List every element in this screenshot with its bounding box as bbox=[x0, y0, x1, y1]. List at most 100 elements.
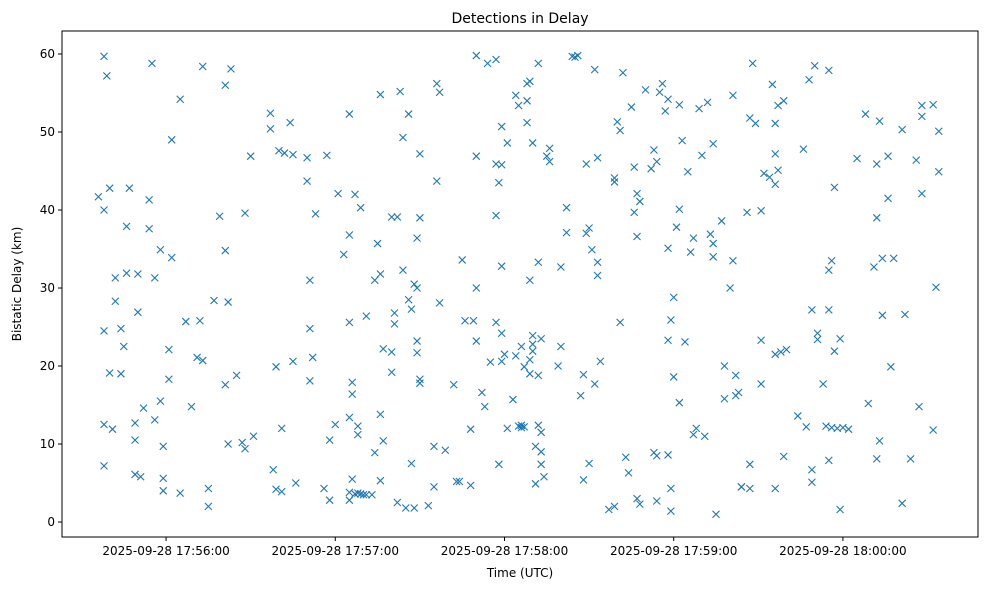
data-point bbox=[325, 436, 334, 445]
data-point bbox=[492, 55, 500, 64]
data-point bbox=[272, 485, 280, 494]
data-point bbox=[720, 394, 729, 403]
data-point bbox=[537, 428, 546, 437]
data-point bbox=[102, 71, 111, 80]
data-point bbox=[808, 465, 816, 474]
data-point bbox=[511, 91, 520, 100]
data-point bbox=[167, 135, 176, 144]
data-point bbox=[399, 266, 407, 274]
data-point bbox=[771, 484, 780, 493]
data-point bbox=[813, 335, 822, 344]
x-tick-label: 2025-09-28 17:59:00 bbox=[610, 544, 737, 558]
data-point bbox=[393, 498, 402, 507]
data-point bbox=[635, 197, 644, 206]
data-point bbox=[844, 425, 853, 434]
data-point bbox=[664, 244, 672, 253]
data-point bbox=[774, 166, 782, 175]
data-point bbox=[362, 312, 371, 320]
data-point bbox=[703, 98, 712, 107]
data-point bbox=[345, 488, 354, 497]
data-point bbox=[537, 447, 546, 456]
data-point bbox=[359, 490, 368, 499]
data-point bbox=[497, 357, 506, 366]
data-point bbox=[351, 190, 359, 199]
data-point bbox=[641, 86, 650, 94]
data-point bbox=[593, 258, 602, 267]
data-point bbox=[839, 423, 847, 432]
data-point bbox=[824, 266, 833, 274]
data-point bbox=[466, 425, 475, 434]
data-point bbox=[853, 154, 861, 163]
data-point bbox=[469, 316, 478, 325]
data-point bbox=[353, 422, 362, 430]
data-point bbox=[652, 497, 661, 505]
data-point bbox=[613, 117, 622, 126]
data-point bbox=[805, 75, 813, 84]
data-point bbox=[497, 329, 506, 338]
data-point bbox=[666, 507, 675, 515]
data-point bbox=[376, 270, 385, 278]
data-point bbox=[686, 248, 695, 257]
data-point bbox=[131, 470, 139, 479]
data-point bbox=[376, 90, 385, 99]
data-point bbox=[356, 203, 365, 212]
data-point bbox=[514, 101, 523, 110]
data-point bbox=[150, 415, 159, 424]
data-point bbox=[652, 451, 661, 460]
data-point bbox=[415, 379, 424, 388]
data-point bbox=[221, 380, 230, 389]
data-point bbox=[664, 95, 672, 104]
data-point bbox=[647, 164, 656, 173]
data-point bbox=[624, 468, 633, 477]
data-point bbox=[650, 146, 658, 154]
data-point bbox=[884, 152, 892, 161]
data-point bbox=[808, 478, 816, 487]
data-point bbox=[771, 119, 780, 128]
y-tick-label: 10 bbox=[40, 437, 55, 451]
data-point bbox=[345, 496, 354, 505]
data-point bbox=[455, 477, 464, 486]
data-point bbox=[886, 362, 895, 371]
data-point bbox=[525, 77, 534, 86]
data-point bbox=[480, 402, 489, 411]
data-point bbox=[889, 254, 898, 263]
y-tick-label: 30 bbox=[40, 281, 55, 295]
data-point bbox=[917, 112, 926, 121]
data-point bbox=[150, 273, 159, 282]
data-point bbox=[870, 263, 878, 271]
data-point bbox=[227, 64, 235, 73]
data-point bbox=[509, 395, 517, 404]
data-point bbox=[585, 224, 593, 232]
data-point bbox=[675, 205, 684, 214]
data-point bbox=[241, 444, 249, 453]
data-point bbox=[666, 316, 675, 324]
data-point bbox=[289, 150, 297, 159]
data-point bbox=[100, 420, 108, 429]
x-axis: 2025-09-28 17:56:00 2025-09-28 17:57:00 20… bbox=[102, 537, 907, 558]
data-point bbox=[748, 59, 757, 68]
data-point bbox=[898, 499, 907, 508]
data-point bbox=[765, 173, 774, 182]
data-point bbox=[692, 424, 701, 433]
data-point bbox=[370, 448, 379, 457]
data-point bbox=[94, 192, 103, 201]
data-point bbox=[215, 212, 224, 221]
data-point bbox=[145, 224, 154, 233]
x-tick-label: 2025-09-28 17:56:00 bbox=[102, 544, 229, 558]
data-point bbox=[308, 353, 317, 362]
data-point bbox=[540, 472, 548, 481]
data-point bbox=[912, 156, 921, 164]
data-point bbox=[689, 430, 698, 439]
data-point bbox=[836, 505, 844, 514]
data-point bbox=[413, 234, 421, 242]
data-point bbox=[875, 117, 884, 125]
data-point bbox=[528, 139, 537, 147]
data-point bbox=[934, 127, 943, 136]
y-axis: 0 10 20 30 40 50 60 bbox=[40, 47, 62, 529]
data-point bbox=[466, 481, 475, 490]
data-point bbox=[810, 61, 819, 70]
data-point bbox=[875, 437, 884, 445]
data-point bbox=[929, 426, 938, 434]
data-point bbox=[557, 263, 565, 271]
data-point bbox=[678, 136, 687, 145]
